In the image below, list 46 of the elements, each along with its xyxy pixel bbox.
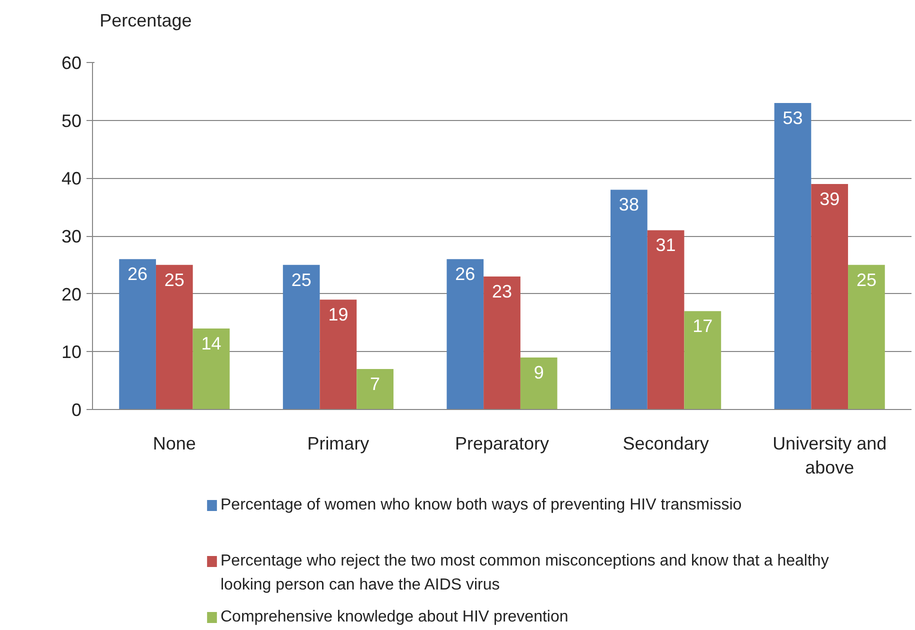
bar <box>848 264 885 410</box>
data-label: 31 <box>656 235 676 256</box>
y-tick-label: 10 <box>61 342 82 362</box>
y-axis-title: Percentage <box>100 10 192 30</box>
y-tick-label: 60 <box>61 53 82 73</box>
legend-label: Percentage of women who know both ways of preventing HIV transmissio <box>220 496 742 514</box>
data-label: 14 <box>201 334 222 354</box>
legend-label: Comprehensive knowledge about HIV prevention <box>220 608 568 626</box>
bar <box>446 259 484 410</box>
data-label: 25 <box>164 270 184 290</box>
data-label: 26 <box>128 264 148 284</box>
bar <box>356 369 394 410</box>
y-tick-label: 20 <box>61 284 82 304</box>
y-tick-label: 40 <box>61 168 82 189</box>
data-label: 25 <box>291 270 312 290</box>
data-label: 7 <box>370 374 380 394</box>
data-label: 53 <box>782 108 803 128</box>
data-label: 25 <box>856 270 876 290</box>
bar <box>484 276 520 410</box>
data-label: 39 <box>820 188 840 209</box>
bar <box>647 230 684 410</box>
bar <box>520 357 558 410</box>
y-tick-label: 30 <box>61 226 82 246</box>
x-tick-label: None <box>152 434 196 454</box>
bar <box>119 259 156 410</box>
bar <box>684 311 722 410</box>
data-label: 38 <box>618 194 639 215</box>
x-tick-label: University and above <box>772 434 887 478</box>
bar <box>774 102 812 410</box>
bar <box>192 328 230 410</box>
data-label: 17 <box>692 316 713 336</box>
y-tick-label: 0 <box>71 400 82 420</box>
x-tick-label: Primary <box>307 434 370 454</box>
bar <box>610 190 648 410</box>
data-label: 19 <box>328 304 348 325</box>
x-tick-label: Secondary <box>622 434 709 454</box>
y-tick-label: 50 <box>61 110 82 131</box>
data-label: 23 <box>492 281 512 302</box>
legend-label: Percentage who reject the two most common misconceptions and know that a healthy looking person can have the AIDS virus <box>220 552 829 594</box>
bar <box>811 184 848 410</box>
data-label: 9 <box>534 362 544 382</box>
data-label: 26 <box>455 264 476 284</box>
bar <box>282 264 320 410</box>
bar <box>156 264 193 410</box>
x-tick-label: Preparatory <box>454 434 550 454</box>
bar <box>320 300 357 410</box>
